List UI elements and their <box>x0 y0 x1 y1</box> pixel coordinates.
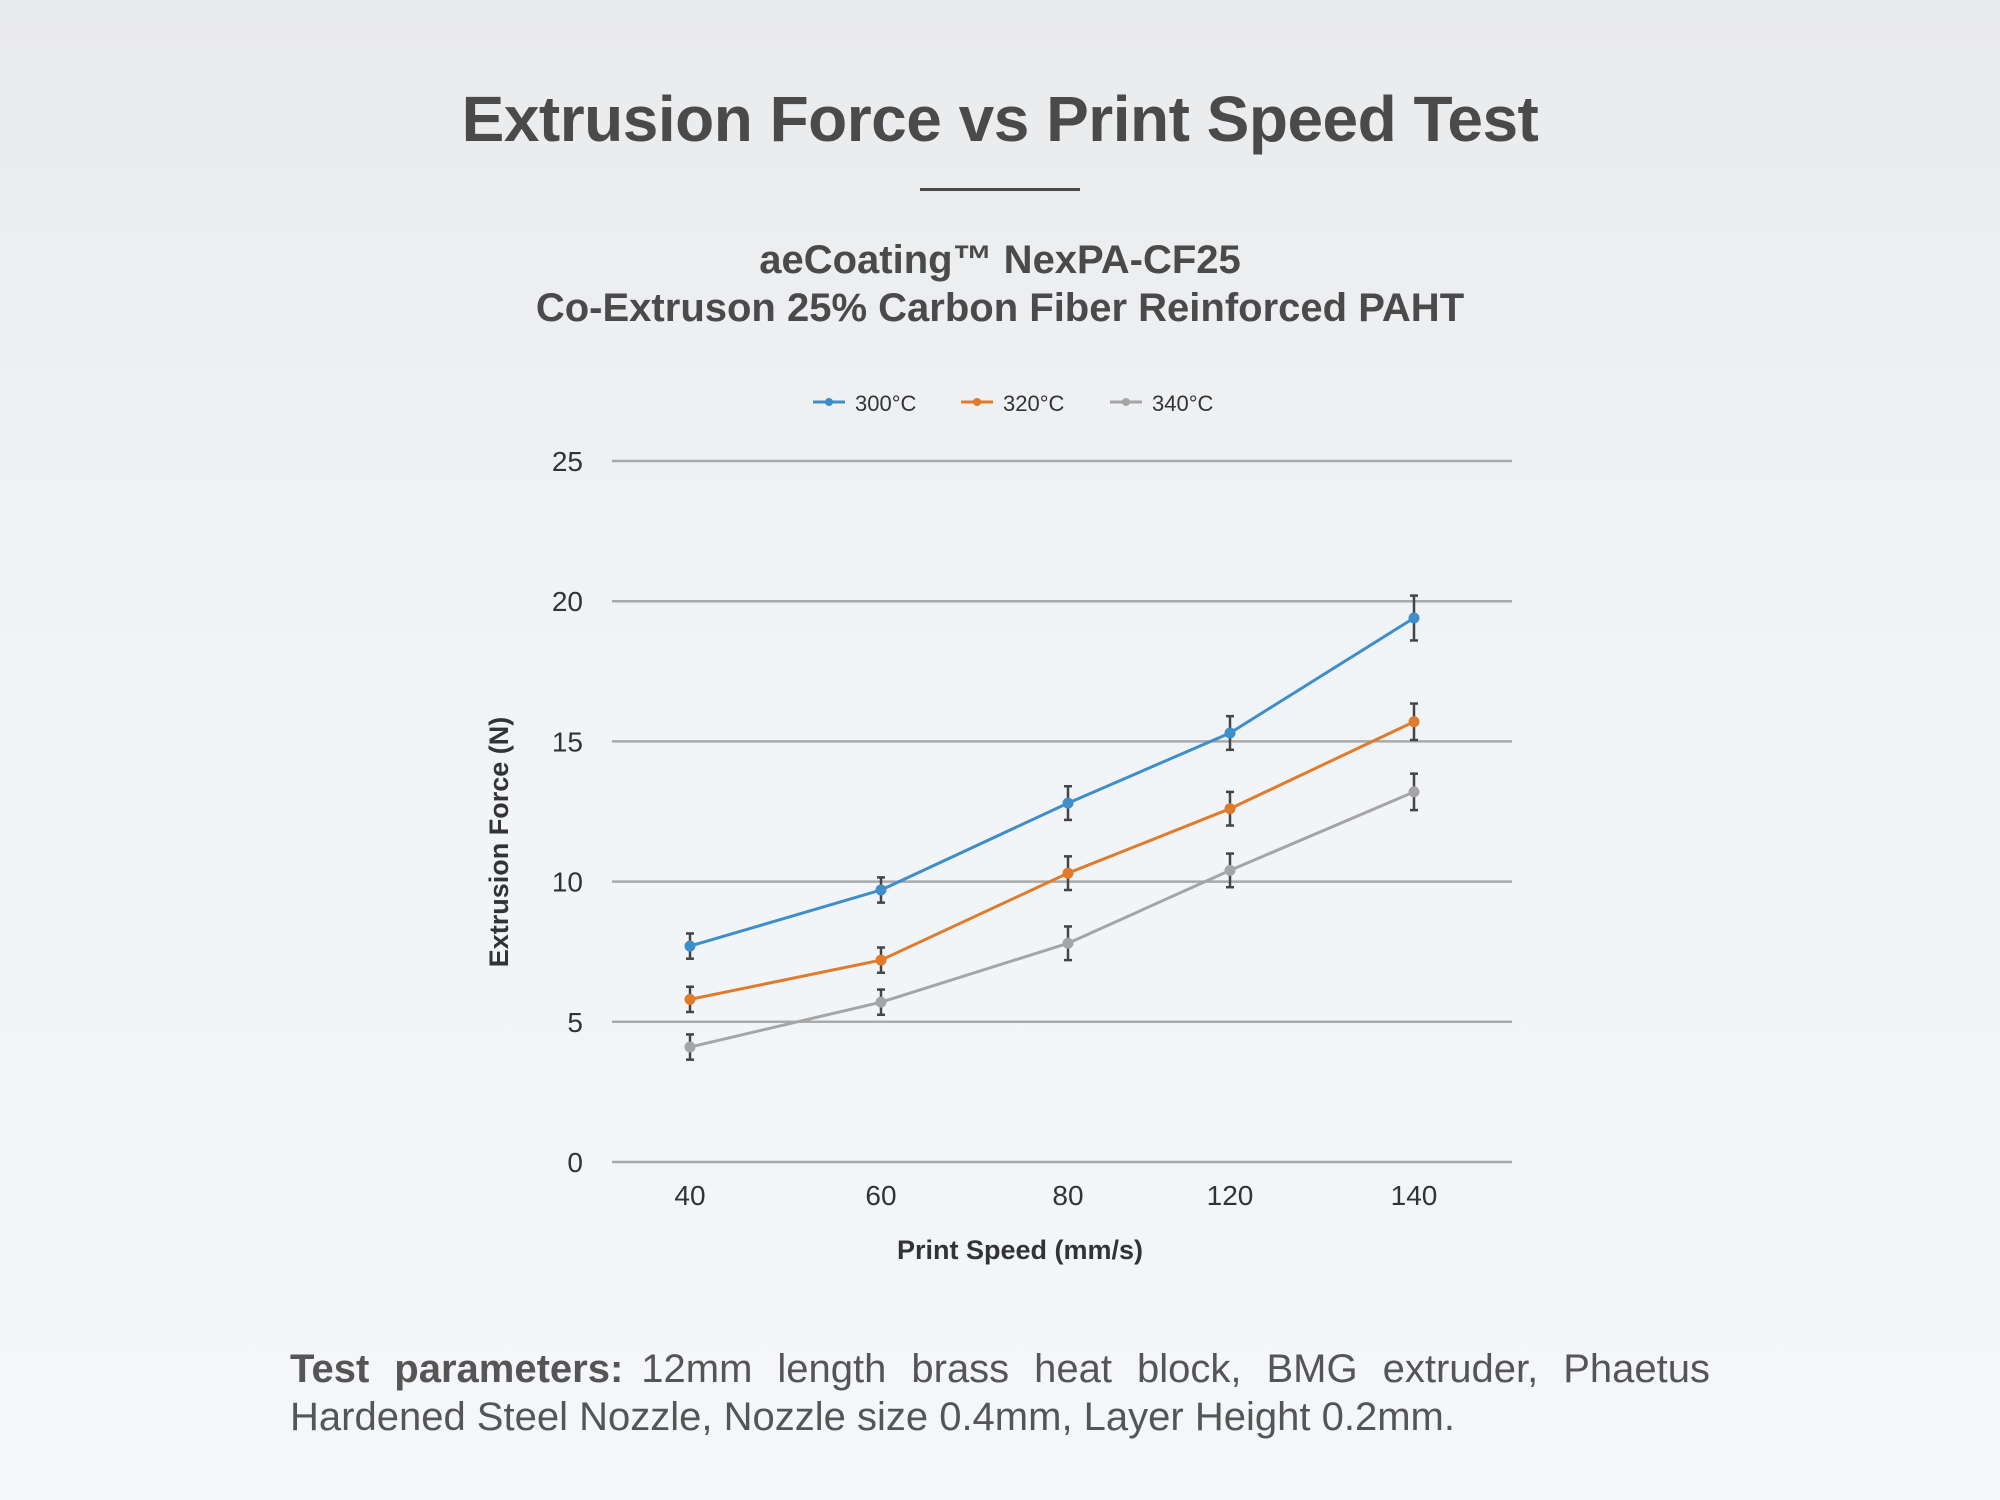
data-point <box>1224 727 1236 739</box>
x-tick-label: 60 <box>865 1180 896 1211</box>
legend-swatch-marker <box>825 398 833 406</box>
y-tick-label: 25 <box>552 446 583 477</box>
legend-label: 320°C <box>1003 391 1065 416</box>
data-point <box>1062 797 1074 809</box>
chart-subtitle-material: Co-Extruson 25% Carbon Fiber Reinforced … <box>535 286 1465 330</box>
chart-title: Extrusion Force vs Print Speed Test <box>461 83 1539 155</box>
line-chart: 0 5 10 15 20 25 40 60 80 120 140 Print Speed (mm/s)… <box>484 391 1512 1265</box>
chart-subtitle-product: aeCoating™ NexPA-CF25 <box>759 238 1241 282</box>
data-point <box>1062 867 1074 879</box>
data-point <box>1224 803 1236 815</box>
data-point <box>1224 864 1236 876</box>
x-tick-label: 140 <box>1391 1180 1438 1211</box>
x-tick-label: 120 <box>1207 1180 1254 1211</box>
data-point <box>1062 937 1074 949</box>
data-point <box>684 940 696 952</box>
legend-label: 300°C <box>855 391 917 416</box>
data-point <box>684 993 696 1005</box>
data-point <box>1408 612 1420 624</box>
data-point <box>875 954 887 966</box>
legend-swatch-marker <box>973 398 981 406</box>
x-tick-label: 40 <box>674 1180 705 1211</box>
y-tick-label: 0 <box>567 1147 583 1178</box>
series-line-0 <box>689 616 1415 948</box>
x-axis-title: Print Speed (mm/s) <box>897 1235 1143 1265</box>
test-parameters-text: 12mm length brass heat block, BMG extrud… <box>290 1347 1710 1439</box>
y-axis-title: Extrusion Force (N) <box>484 717 514 968</box>
legend-label: 340°C <box>1152 391 1214 416</box>
data-point <box>1408 786 1420 798</box>
data-point <box>1408 716 1420 728</box>
series-line-2 <box>689 790 1415 1049</box>
title-divider <box>920 188 1080 191</box>
y-tick-label: 20 <box>552 586 583 617</box>
data-point <box>684 1041 696 1053</box>
y-tick-label: 15 <box>552 726 583 757</box>
data-point <box>875 884 887 896</box>
test-parameters-label: Test parameters: <box>290 1347 624 1391</box>
y-tick-label: 10 <box>552 867 583 898</box>
y-tick-label: 5 <box>567 1007 583 1038</box>
x-tick-label: 80 <box>1052 1180 1083 1211</box>
series-line-1 <box>689 720 1415 1001</box>
legend-swatch-marker <box>1122 398 1130 406</box>
data-point <box>875 996 887 1008</box>
test-parameters: Test parameters: 12mm length brass heat b… <box>290 1345 1710 1441</box>
